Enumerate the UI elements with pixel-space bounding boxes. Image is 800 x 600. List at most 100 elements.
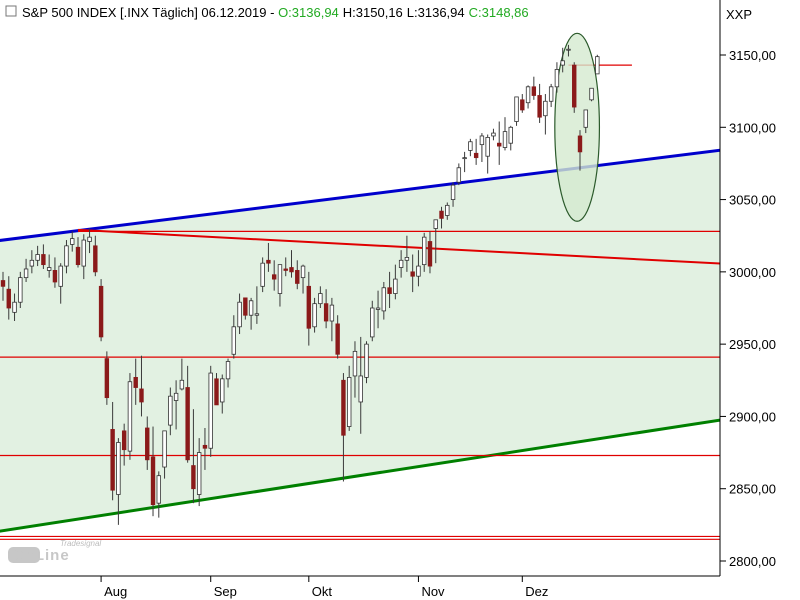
candle — [52, 257, 58, 288]
candle — [572, 62, 577, 113]
candle-body — [398, 259, 404, 268]
candle — [323, 289, 329, 329]
red-downtrend — [77, 228, 720, 265]
logo-badge — [8, 547, 40, 563]
candle — [168, 387, 173, 436]
candle — [87, 228, 92, 254]
candle-body — [422, 236, 427, 266]
candle-body — [335, 323, 340, 355]
header-symbol: S&P 500 INDEX [.INX Täglich] 06.12.2019 … — [22, 5, 278, 20]
candle-body — [23, 268, 29, 279]
candle-body — [370, 307, 375, 338]
candle — [318, 286, 323, 309]
candle — [110, 401, 115, 501]
candle-body — [375, 307, 381, 310]
candle — [387, 271, 392, 309]
candle-body — [168, 395, 173, 426]
candle-body — [6, 288, 11, 309]
tradesignal-logo: Tradesignal OnLine — [8, 539, 101, 564]
candle — [554, 62, 560, 93]
candle — [121, 423, 127, 466]
y-tick-label: 2850,00 — [729, 482, 776, 497]
candle — [75, 237, 81, 268]
candle — [427, 231, 433, 274]
candle-body — [514, 96, 519, 122]
candle — [531, 76, 537, 100]
candle — [277, 264, 283, 307]
candle-body — [554, 69, 560, 88]
candle-body — [462, 157, 467, 160]
candle-body — [133, 376, 138, 388]
candle-body — [104, 358, 110, 399]
candle — [312, 297, 317, 333]
y-axis-ticks: 2800,00 2850,00 2900,00 2950,00 3000,00 3050,… — [720, 48, 776, 569]
y-tick-label: 2900,00 — [729, 409, 776, 424]
candle-body — [248, 300, 254, 316]
candle — [93, 235, 98, 277]
candle-body — [387, 287, 392, 294]
candle-body — [98, 285, 104, 338]
trend-channel-fill — [0, 150, 720, 532]
candle — [179, 358, 185, 391]
x-tick-label: Dez — [525, 584, 548, 599]
candle — [520, 94, 525, 113]
candle-body — [35, 254, 40, 261]
candle-body — [381, 287, 387, 312]
candle-body — [81, 239, 86, 267]
candle — [335, 315, 340, 359]
candle — [64, 240, 69, 274]
candle-body — [127, 381, 133, 452]
candle-body — [173, 392, 179, 401]
candle-body — [364, 343, 369, 378]
candle — [398, 250, 404, 278]
candle — [450, 182, 456, 207]
checkbox-icon[interactable] — [5, 5, 17, 17]
candle — [502, 117, 508, 151]
candle — [497, 121, 502, 165]
candle — [0, 271, 6, 301]
candle — [364, 341, 369, 384]
blue-uptrend — [0, 148, 720, 242]
exchange-label: XXP — [726, 7, 752, 22]
candle — [104, 351, 110, 405]
candle-body — [46, 267, 52, 271]
y-tick-label: 3000,00 — [729, 265, 776, 280]
candle — [18, 271, 23, 309]
header-close: C:3148,86 — [469, 5, 529, 20]
candle-body — [225, 361, 231, 380]
y-tick-label: 2800,00 — [729, 554, 776, 569]
candle — [346, 365, 352, 431]
candle-body — [41, 254, 46, 266]
candle-body — [410, 271, 415, 277]
y-tick-label: 3100,00 — [729, 120, 776, 135]
candle — [370, 300, 375, 342]
candle-body — [110, 429, 115, 491]
candle — [445, 202, 450, 220]
candle-body — [485, 137, 490, 157]
candle-body — [531, 86, 537, 96]
highlight-ellipse — [554, 32, 601, 222]
candle-body — [220, 378, 225, 403]
candle — [473, 138, 479, 165]
candle — [220, 374, 225, 414]
candle-body — [318, 293, 323, 305]
x-tick-label: Sep — [214, 584, 237, 599]
candle-body — [346, 376, 352, 427]
candle — [416, 250, 421, 287]
candle-body — [266, 259, 271, 264]
candle-body — [185, 387, 190, 461]
candle-body — [237, 301, 242, 328]
candle — [202, 427, 208, 470]
candle — [225, 358, 231, 388]
candle-body — [537, 95, 542, 118]
candle — [289, 250, 294, 278]
candle — [583, 109, 588, 134]
candle — [433, 219, 438, 264]
candle-body — [116, 442, 121, 495]
candle — [468, 138, 473, 157]
candle-body — [202, 444, 208, 449]
y-tick-label: 3050,00 — [729, 193, 776, 208]
candle-body — [508, 126, 513, 144]
candle-body — [179, 379, 185, 390]
candle-body — [139, 388, 144, 403]
